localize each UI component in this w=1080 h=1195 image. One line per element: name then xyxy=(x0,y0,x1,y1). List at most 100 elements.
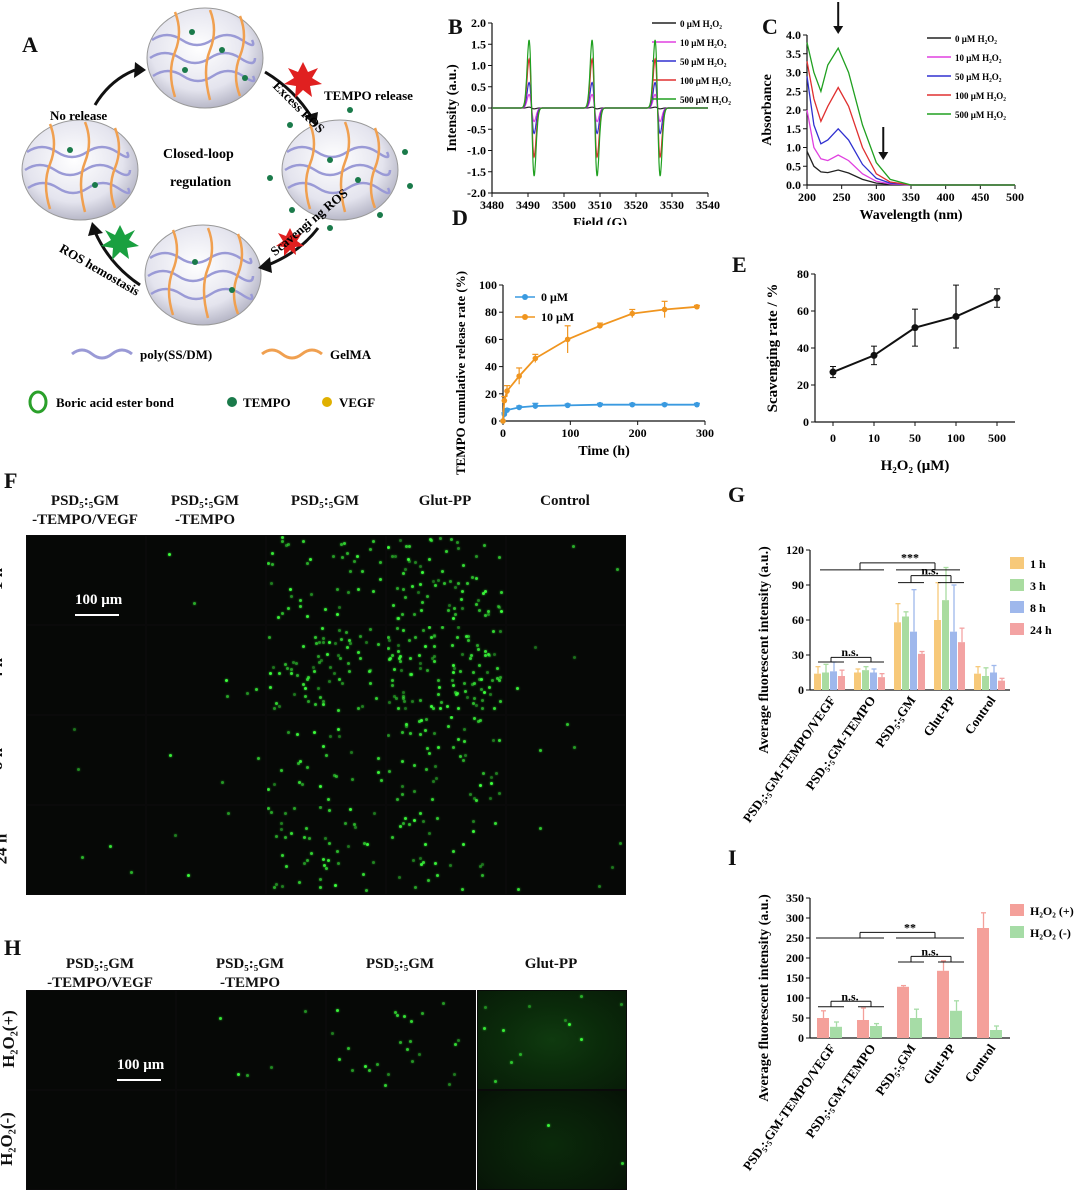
fluorescent-dot xyxy=(255,688,258,691)
fluorescent-dot xyxy=(349,642,352,645)
y-axis-label: TEMPO cumulative release rate (%) xyxy=(453,271,468,475)
fluorescent-dot xyxy=(296,733,299,736)
fluorescent-dot xyxy=(368,670,371,673)
y-tick-label: 90 xyxy=(792,578,804,592)
fluorescent-dot xyxy=(418,1053,421,1056)
significance-label: n.s. xyxy=(841,645,858,659)
fluorescent-dot xyxy=(408,823,411,826)
fluorescent-dot xyxy=(453,1073,456,1076)
fluorescent-dot xyxy=(500,591,503,594)
bar xyxy=(854,672,861,690)
y-tick-label: 0.5 xyxy=(471,80,486,94)
fluorescent-dot xyxy=(426,747,429,750)
fluorescent-dot xyxy=(130,871,133,874)
fluorescent-dot xyxy=(328,842,331,845)
fluorescent-dot xyxy=(284,836,287,839)
fluorescent-dot xyxy=(481,707,484,710)
fluorescent-dot xyxy=(445,550,448,553)
legend-marker xyxy=(522,314,528,320)
y-tick-label: 0.5 xyxy=(786,159,801,173)
fluorescent-dot xyxy=(484,650,487,653)
fluorescent-dot xyxy=(401,785,404,788)
sphere-left xyxy=(21,119,139,221)
fluorescent-dot xyxy=(476,644,479,647)
x-axis-label: H₂O₂ (μM) xyxy=(881,458,950,474)
sphere-bottom xyxy=(144,224,262,326)
uv-series-line xyxy=(806,42,1015,186)
chart-c: 200 250 300 350 400 450 500 0.0 0.5 1.0 1.5 2.0 2.5 3… xyxy=(760,2,1024,223)
fluorescent-dot xyxy=(73,728,76,731)
y-tick-label: -2.0 xyxy=(467,186,486,200)
fluorescent-dot xyxy=(399,825,402,828)
data-point xyxy=(504,388,510,394)
fluorescent-dot xyxy=(491,679,494,682)
data-point xyxy=(952,313,960,321)
fluorescent-dot xyxy=(457,547,460,550)
x-tick-label: 300 xyxy=(867,190,885,204)
f-row-header: 1 h xyxy=(0,568,7,590)
fluorescent-dot xyxy=(479,719,482,722)
fluorescent-dot xyxy=(429,538,432,541)
f-micrograph xyxy=(146,805,266,895)
fluorescent-dot xyxy=(309,558,312,561)
fluorescent-dot xyxy=(363,842,366,845)
data-point xyxy=(870,351,878,359)
bar xyxy=(977,928,989,1038)
legend-label: 0 μM H₂O₂ xyxy=(955,34,997,44)
fluorescent-dot xyxy=(405,723,408,726)
epr-series-line xyxy=(492,39,708,177)
significance-label: n.s. xyxy=(921,564,938,578)
fluorescent-dot xyxy=(470,654,473,657)
fluorescent-dot xyxy=(484,614,487,617)
fluorescent-dot xyxy=(350,751,353,754)
fluorescent-dot xyxy=(397,707,400,710)
data-point xyxy=(516,404,522,411)
y-tick-label: 50 xyxy=(792,1011,804,1025)
fluorescent-dot xyxy=(405,545,408,548)
fluorescent-dot xyxy=(281,536,284,539)
fluorescent-dot xyxy=(169,754,172,757)
x-tick-label: 3480 xyxy=(480,198,504,212)
fluorescent-dot xyxy=(347,845,350,848)
fluorescent-dot xyxy=(426,669,429,672)
fluorescent-dot xyxy=(475,799,478,802)
fluorescent-dot xyxy=(387,1073,390,1076)
f-micrograph xyxy=(146,625,266,715)
fluorescent-dot xyxy=(359,635,362,638)
fluorescent-dot xyxy=(457,738,460,741)
y-tick-label: 20 xyxy=(485,387,497,401)
y-tick-label: 1.5 xyxy=(471,37,486,51)
fluorescent-dot xyxy=(322,745,325,748)
fluorescent-dot xyxy=(539,827,542,830)
y-tick-label: 250 xyxy=(786,931,804,945)
fluorescent-dot xyxy=(460,598,463,601)
uv-series-line xyxy=(806,109,1015,186)
fluorescent-dot xyxy=(426,595,429,598)
fluorescent-dot xyxy=(280,828,283,831)
fluorescent-dot xyxy=(290,832,293,835)
fluorescent-dot xyxy=(564,1019,567,1022)
fluorescent-dot xyxy=(77,768,80,771)
fluorescent-dot xyxy=(413,819,416,822)
fluorescent-dot xyxy=(434,862,437,865)
x-tick-label: 3530 xyxy=(660,198,684,212)
fluorescent-dot xyxy=(433,635,436,638)
fluorescent-dot xyxy=(277,616,280,619)
y-axis-label: Intensity (a.u.) xyxy=(445,64,460,152)
fluorescent-dot xyxy=(487,613,490,616)
fluorescent-dot xyxy=(481,863,484,866)
fluorescent-dot xyxy=(323,864,326,867)
fluorescent-dot xyxy=(472,830,475,833)
fluorescent-dot xyxy=(433,732,436,735)
y-tick-label: 1.0 xyxy=(471,59,486,73)
y-tick-label: 100 xyxy=(479,278,497,292)
fluorescent-dot xyxy=(406,1048,409,1051)
f-column-header: Glut-PP xyxy=(418,493,472,509)
legend-label: H₂O₂ (-) xyxy=(1030,926,1071,940)
fluorescent-dot xyxy=(418,654,421,657)
f-scale-bar-label: 100 μm xyxy=(75,592,123,608)
legend-gelma-swatch xyxy=(261,348,323,360)
y-tick-label: -0.5 xyxy=(467,122,486,136)
data-point xyxy=(516,373,522,379)
fluorescent-dot xyxy=(441,626,444,629)
